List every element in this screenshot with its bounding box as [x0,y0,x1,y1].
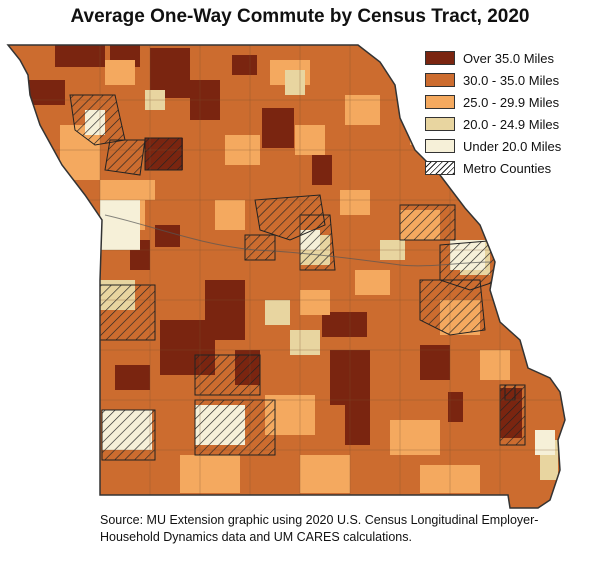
legend-item: Metro Counties [425,157,595,179]
legend-swatch [425,117,455,131]
source-note: Source: MU Extension graphic using 2020 … [100,513,539,544]
legend-label: 25.0 - 29.9 Miles [463,94,560,110]
legend-swatch [425,139,455,153]
legend-label: Under 20.0 Miles [463,138,562,154]
metro-counties [69,94,526,461]
tracts-25-29 [60,60,510,493]
legend-label: Over 35.0 Miles [463,50,555,66]
map-title: Average One-Way Commute by Census Tract,… [70,6,530,27]
legend: Over 35.0 Miles 30.0 - 35.0 Miles 25.0 -… [425,47,595,179]
legend-swatch [425,95,455,109]
legend-swatch [425,73,455,87]
legend-label: 30.0 - 35.0 Miles [463,72,560,88]
legend-item: 25.0 - 29.9 Miles [425,91,595,113]
legend-item: 30.0 - 35.0 Miles [425,69,595,91]
legend-swatch-hatch [425,161,455,175]
legend-item: Under 20.0 Miles [425,135,595,157]
legend-item: Over 35.0 Miles [425,47,595,69]
legend-label: Metro Counties [463,160,552,176]
legend-item: 20.0 - 24.9 Miles [425,113,595,135]
missouri-river [104,214,493,267]
legend-label: 20.0 - 24.9 Miles [463,116,560,132]
legend-swatch [425,51,455,65]
